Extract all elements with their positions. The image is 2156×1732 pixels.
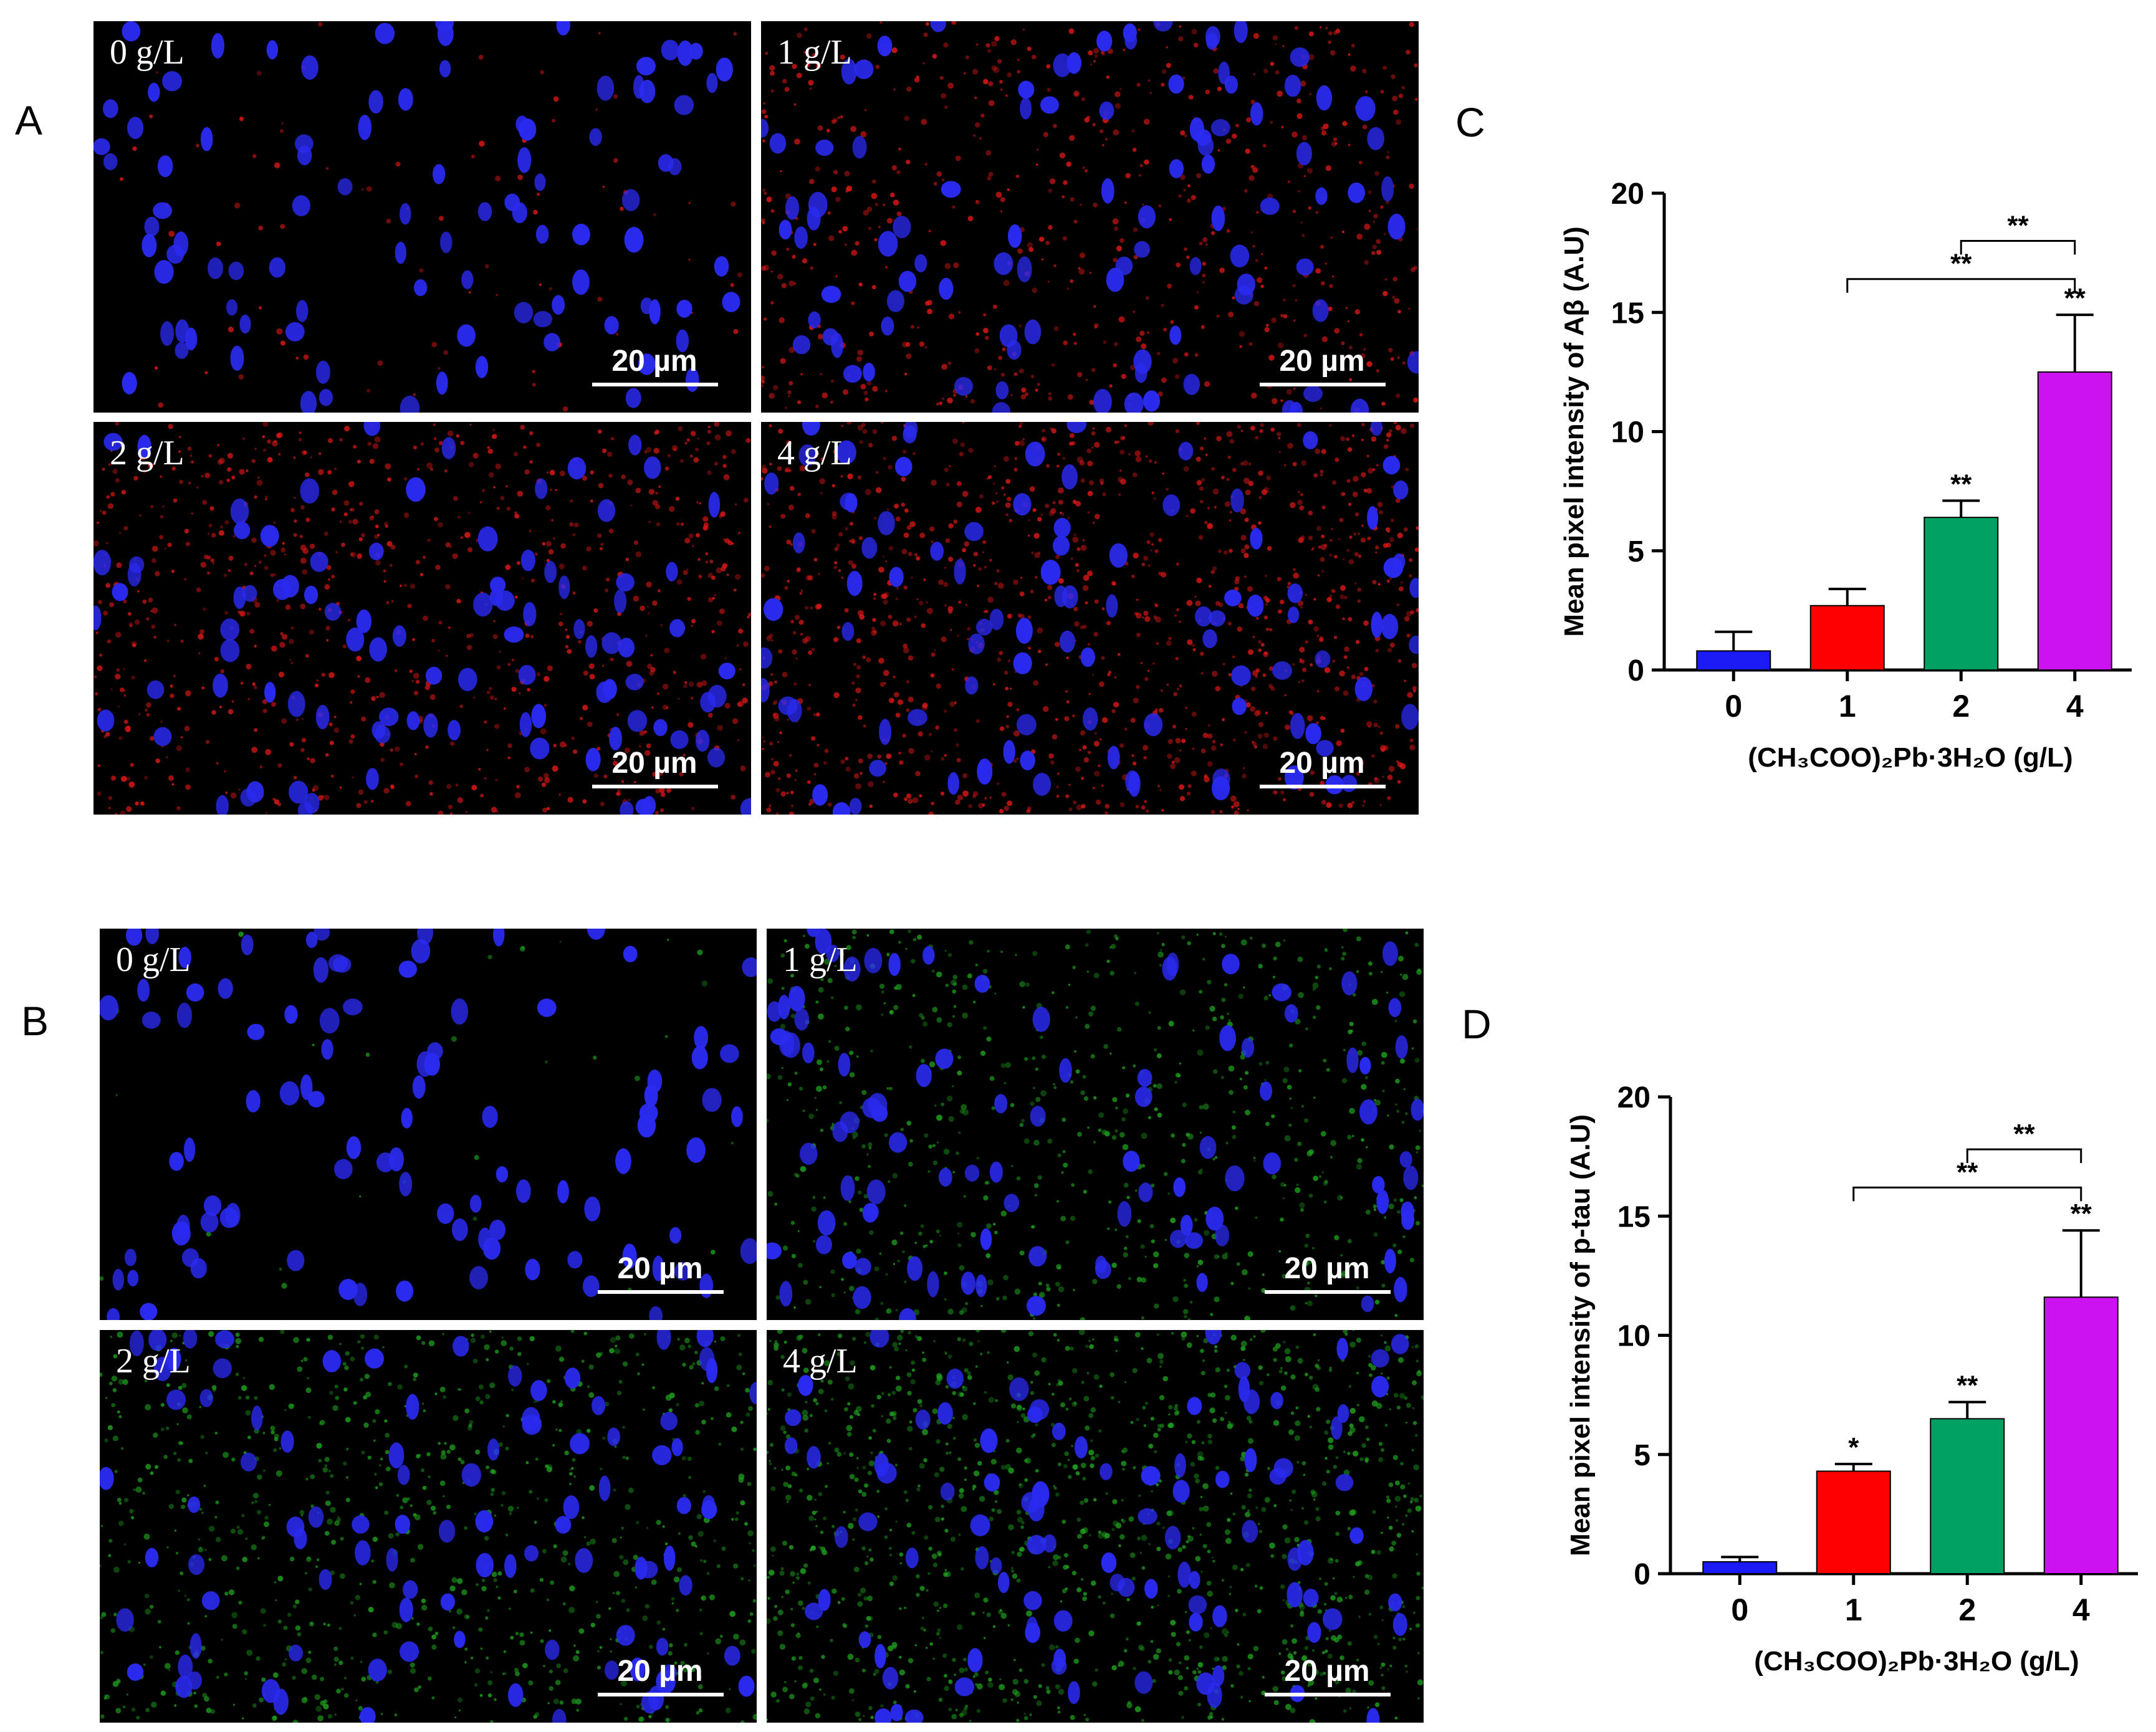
scale-bar-label: 20 µm xyxy=(611,345,697,378)
x-tick-label: 4 xyxy=(2072,1592,2090,1627)
x-axis-title: (CH₃COO)₂Pb·3H₂O (g/L) xyxy=(1754,1646,2079,1677)
x-axis-title: (CH₃COO)₂Pb·3H₂O (g/L) xyxy=(1748,742,2072,773)
micrograph-b-1: 1 g/L 20 µm xyxy=(767,929,1424,1320)
bar-chart-svg: 0 5 10 15 20 0 1 * 2 ** 4 ** ** ** Mean pixel intensit… xyxy=(1565,1081,2138,1677)
bracket-label: ** xyxy=(2013,1119,2035,1149)
micrograph-b-0: 0 g/L 20 µm xyxy=(100,929,757,1320)
chart-c: 0 5 10 15 20 0 1 2 ** 4 ** ** ** Mean pixel intensity… xyxy=(1546,168,2144,798)
bracket-label: ** xyxy=(1957,1157,1978,1187)
dose-label: 4 g/L xyxy=(777,434,852,472)
scale-bar-label: 20 µm xyxy=(617,1655,703,1688)
bar xyxy=(2043,1296,2119,1574)
y-axis-title: Mean pixel intensity of Aβ (A.U) xyxy=(1559,226,1589,636)
y-tick-label: 5 xyxy=(1634,1439,1651,1472)
significance-mark: ** xyxy=(1957,1371,1978,1401)
scale-bar-label: 20 µm xyxy=(611,747,697,780)
bar xyxy=(1696,650,1771,671)
y-tick-label: 15 xyxy=(1617,1200,1651,1233)
micrograph-b-2: 2 g/L 20 µm xyxy=(100,1330,757,1723)
micrograph-texture xyxy=(761,21,1419,413)
scale-bar xyxy=(1265,1693,1391,1696)
dose-label: 0 g/L xyxy=(116,940,191,979)
y-tick-label: 15 xyxy=(1611,297,1644,330)
scale-bar-label: 20 µm xyxy=(1284,1655,1370,1688)
scale-bar xyxy=(592,383,718,386)
significance-bracket xyxy=(1960,240,2076,255)
bracket-label: ** xyxy=(1950,249,1972,279)
bar xyxy=(1930,1418,2005,1574)
scale-bar xyxy=(598,1290,724,1294)
y-tick-label: 5 xyxy=(1627,535,1644,568)
scale-bar-label: 20 µm xyxy=(617,1252,703,1285)
micrograph-texture xyxy=(100,929,757,1320)
micrograph-a-0: 0 g/L 20 µm xyxy=(93,21,751,413)
chart-d: 0 5 10 15 20 0 1 * 2 ** 4 ** ** ** Mean pixel intensit… xyxy=(1552,1072,2150,1701)
scale-bar-label: 20 µm xyxy=(1284,1252,1370,1285)
dose-label: 1 g/L xyxy=(777,33,852,72)
micrograph-a-2: 2 g/L 20 µm xyxy=(93,422,751,815)
x-tick-label: 0 xyxy=(1731,1592,1748,1627)
panel-letter-c: C xyxy=(1455,99,1485,145)
bar xyxy=(1809,605,1885,671)
scale-bar xyxy=(1260,383,1386,386)
bar xyxy=(1702,1561,1778,1574)
x-tick-label: 1 xyxy=(1845,1592,1862,1627)
micrograph-texture xyxy=(767,929,1424,1320)
bar xyxy=(1924,517,1999,671)
scale-bar xyxy=(1265,1290,1391,1294)
significance-bracket xyxy=(1852,1186,2082,1202)
micrograph-texture xyxy=(761,422,1419,815)
micrograph-texture xyxy=(767,1330,1424,1723)
scale-bar xyxy=(1260,785,1386,788)
x-tick-label: 0 xyxy=(1725,689,1742,724)
micrograph-texture xyxy=(93,21,742,413)
x-tick-label: 1 xyxy=(1839,689,1856,724)
significance-mark: ** xyxy=(2071,1199,2092,1229)
y-tick-label: 0 xyxy=(1634,1558,1651,1591)
micrograph-a-1: 1 g/L 20 µm xyxy=(761,21,1419,413)
y-tick-label: 10 xyxy=(1617,1320,1651,1353)
micrograph-b-3: 4 g/L 20 µm xyxy=(767,1330,1424,1723)
panel-letter-a: A xyxy=(15,97,43,143)
dose-label: 2 g/L xyxy=(116,1342,191,1380)
y-axis-title: Mean pixel intensity of p-tau (A.U) xyxy=(1565,1114,1596,1556)
dose-label: 1 g/L xyxy=(783,940,858,979)
x-tick-label: 2 xyxy=(1952,689,1970,724)
significance-bracket xyxy=(1846,278,2076,293)
panel-letter-b: B xyxy=(21,998,49,1044)
dose-label: 0 g/L xyxy=(110,33,184,72)
scale-bar-label: 20 µm xyxy=(1279,345,1365,378)
scale-bar xyxy=(598,1693,724,1696)
micrograph-a-3: 4 g/L 20 µm xyxy=(761,422,1419,815)
micrograph-texture xyxy=(100,1330,757,1723)
y-tick-label: 20 xyxy=(1617,1081,1651,1114)
significance-mark: * xyxy=(1848,1432,1859,1463)
micrograph-texture xyxy=(93,422,751,815)
bracket-label: ** xyxy=(2007,211,2029,241)
y-tick-label: 0 xyxy=(1627,654,1644,687)
y-tick-label: 20 xyxy=(1611,178,1644,211)
y-tick-label: 10 xyxy=(1611,416,1644,449)
dose-label: 2 g/L xyxy=(110,434,184,472)
bar xyxy=(2037,371,2112,671)
significance-bracket xyxy=(1966,1148,2082,1164)
panel-letter-d: D xyxy=(1462,1001,1492,1047)
scale-bar xyxy=(592,785,718,788)
dose-label: 4 g/L xyxy=(783,1342,858,1380)
significance-mark: ** xyxy=(1950,469,1972,499)
scale-bar-label: 20 µm xyxy=(1279,747,1365,780)
x-tick-label: 2 xyxy=(1958,1592,1976,1627)
bar xyxy=(1816,1470,1891,1575)
x-tick-label: 4 xyxy=(2066,689,2084,724)
